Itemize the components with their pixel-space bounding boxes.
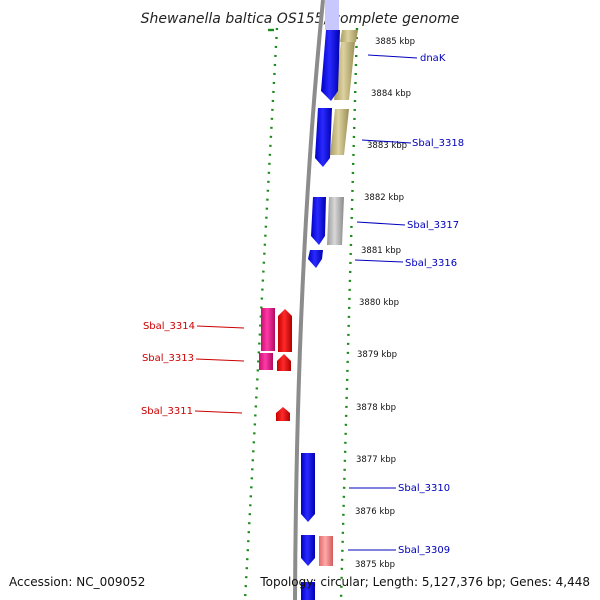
gene-feature-pink bbox=[319, 536, 333, 566]
kbp-tick-label: 3882 kbp bbox=[364, 193, 404, 203]
gene-arrow-sbal3316 bbox=[308, 250, 323, 268]
gene-arrow-sbal3314 bbox=[278, 309, 292, 352]
outer-dotted-ring bbox=[243, 27, 279, 600]
kbp-tick-label: 3877 kbp bbox=[356, 455, 396, 465]
gene-leader-line bbox=[361, 139, 412, 144]
gene-leader-line bbox=[356, 221, 406, 226]
gene-arrow-bottom bbox=[301, 582, 315, 600]
gene-arrow-sbal3310 bbox=[301, 453, 315, 522]
forward-gene-labels: dnaK Sbal_3318 Sbal_3317 Sbal_3316 Sbal_… bbox=[348, 53, 464, 556]
gene-feature-grey bbox=[327, 197, 344, 245]
kbp-scale: 3885 kbp 3884 kbp 3883 kbp 3882 kbp 3881… bbox=[355, 37, 415, 570]
gene-label-dnaK: dnaK bbox=[420, 53, 446, 64]
gene-arrow-dnaK bbox=[321, 30, 340, 101]
gene-label-sbal3309: Sbal_3309 bbox=[398, 545, 450, 556]
gene-label-sbal3311: Sbal_3311 bbox=[141, 406, 193, 417]
rna-feature-sbal3314 bbox=[261, 308, 275, 351]
kbp-tick-label: 3883 kbp bbox=[367, 141, 407, 151]
gene-leader-line bbox=[354, 259, 404, 263]
gene-arrow-sbal3318 bbox=[315, 108, 332, 167]
gene-arrow-sbal3313 bbox=[277, 354, 291, 371]
reverse-gene-labels: Sbal_3314 Sbal_3313 Sbal_3311 bbox=[141, 321, 245, 417]
gene-label-sbal3318: Sbal_3318 bbox=[412, 138, 464, 149]
gene-arrow-sbal3309 bbox=[301, 535, 315, 566]
kbp-tick-label: 3879 kbp bbox=[357, 350, 397, 360]
accession-text: Accession: NC_009052 bbox=[9, 575, 145, 589]
gene-leader-line bbox=[196, 325, 245, 329]
gene-leader-line bbox=[194, 410, 243, 414]
gene-label-sbal3316: Sbal_3316 bbox=[405, 258, 457, 269]
gene-arrow-sbal3317 bbox=[311, 197, 326, 245]
kbp-tick-label: 3875 kbp bbox=[355, 560, 395, 570]
topology-text: Topology: circular; Length: 5,127,376 bp… bbox=[259, 575, 590, 589]
gene-feature-top bbox=[325, 0, 339, 30]
kbp-tick-label: 3885 kbp bbox=[375, 37, 415, 47]
gene-label-sbal3310: Sbal_3310 bbox=[398, 483, 450, 494]
gene-arrow-sbal3311 bbox=[276, 407, 290, 421]
map-title: Shewanella baltica OS155, complete genom… bbox=[141, 11, 460, 27]
gene-leader-line bbox=[367, 54, 418, 59]
gene-label-sbal3314: Sbal_3314 bbox=[143, 321, 195, 332]
gene-label-sbal3313: Sbal_3313 bbox=[142, 353, 194, 364]
forward-cds-track bbox=[340, 30, 358, 42]
kbp-tick-label: 3881 kbp bbox=[361, 246, 401, 256]
kbp-tick-label: 3880 kbp bbox=[359, 298, 399, 308]
gene-leader-line bbox=[195, 358, 245, 362]
kbp-tick-label: 3878 kbp bbox=[356, 403, 396, 413]
forward-cds-track bbox=[330, 109, 349, 155]
rna-feature-sbal3313 bbox=[259, 353, 273, 370]
genome-backbone bbox=[293, 0, 325, 600]
gene-label-sbal3317: Sbal_3317 bbox=[407, 220, 459, 231]
forward-cds-track bbox=[334, 42, 355, 100]
kbp-tick-label: 3876 kbp bbox=[355, 507, 395, 517]
kbp-tick-label: 3884 kbp bbox=[371, 89, 411, 99]
